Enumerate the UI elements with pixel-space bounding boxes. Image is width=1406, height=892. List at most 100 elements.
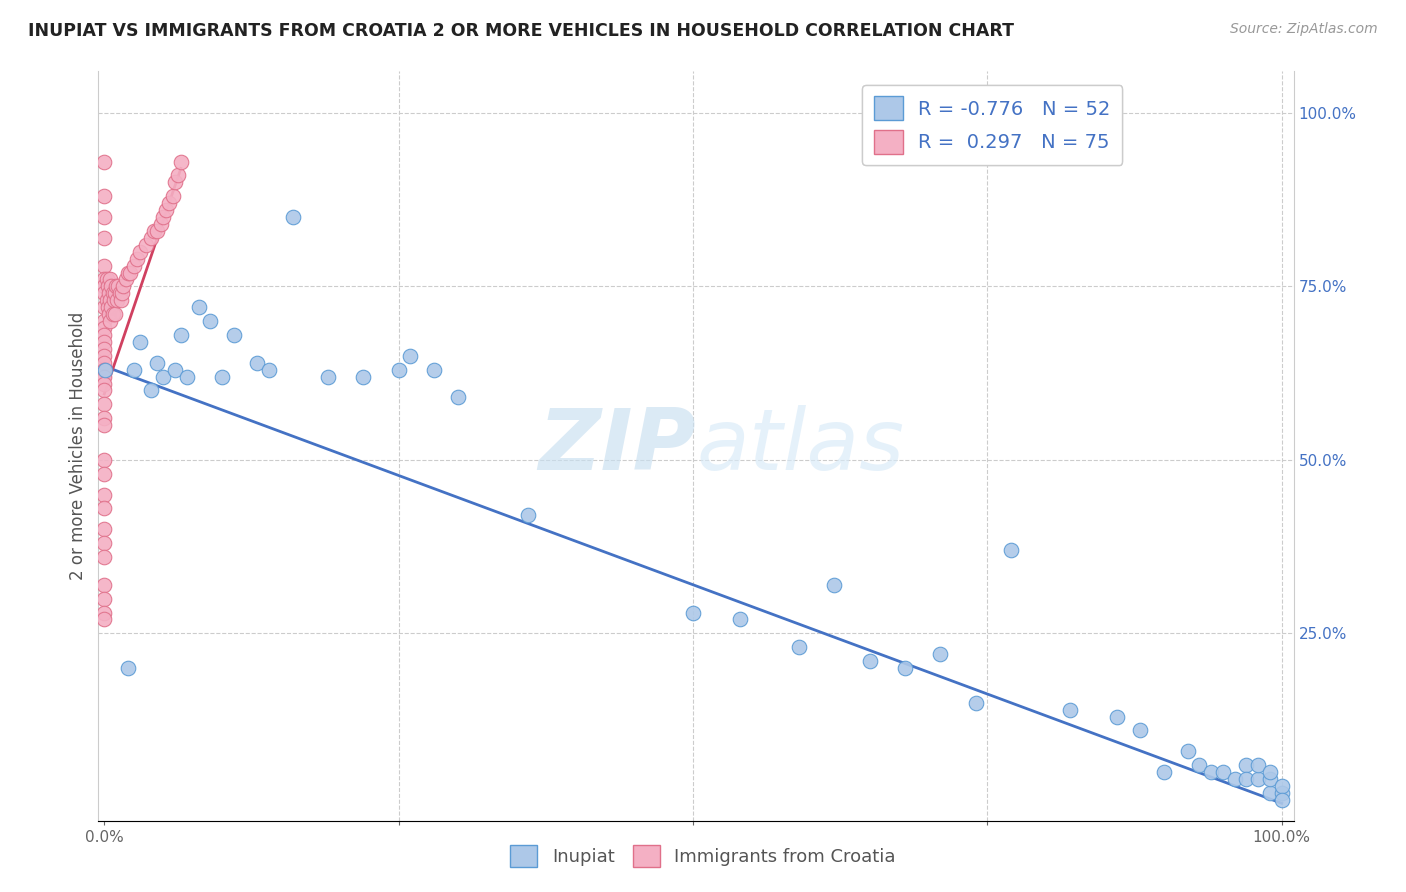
- Point: [141, 231, 163, 245]
- Point: [155, 203, 177, 218]
- Point: [93, 334, 115, 349]
- Point: [211, 369, 233, 384]
- Point: [787, 640, 810, 655]
- Point: [146, 224, 169, 238]
- Point: [93, 549, 115, 564]
- Point: [120, 266, 142, 280]
- Point: [1177, 744, 1199, 758]
- Point: [93, 356, 115, 370]
- Point: [187, 300, 209, 314]
- Point: [105, 293, 128, 308]
- Point: [423, 362, 446, 376]
- Point: [93, 522, 115, 536]
- Text: atlas: atlas: [696, 404, 904, 488]
- Point: [97, 279, 120, 293]
- Point: [93, 376, 115, 391]
- Point: [110, 293, 132, 308]
- Point: [128, 244, 150, 259]
- Point: [93, 259, 115, 273]
- Point: [93, 606, 115, 620]
- Point: [98, 293, 121, 308]
- Point: [98, 286, 121, 301]
- Point: [1212, 765, 1234, 780]
- Point: [98, 314, 121, 328]
- Point: [281, 210, 304, 224]
- Point: [93, 286, 115, 301]
- Point: [1258, 772, 1281, 786]
- Point: [93, 300, 115, 314]
- Point: [93, 342, 115, 356]
- Point: [93, 487, 115, 501]
- Point: [728, 612, 751, 626]
- Point: [93, 384, 115, 398]
- Point: [93, 578, 115, 592]
- Point: [97, 300, 120, 314]
- Point: [104, 286, 127, 301]
- Point: [111, 286, 134, 301]
- Text: ZIP: ZIP: [538, 404, 696, 488]
- Point: [200, 314, 222, 328]
- Point: [167, 169, 190, 183]
- Point: [965, 696, 987, 710]
- Point: [93, 591, 115, 606]
- Point: [100, 279, 122, 293]
- Point: [93, 210, 115, 224]
- Text: Source: ZipAtlas.com: Source: ZipAtlas.com: [1230, 22, 1378, 37]
- Point: [93, 612, 115, 626]
- Point: [682, 606, 704, 620]
- Point: [859, 654, 882, 668]
- Point: [93, 501, 115, 516]
- Point: [1258, 786, 1281, 800]
- Point: [101, 307, 124, 321]
- Point: [141, 384, 163, 398]
- Point: [388, 362, 411, 376]
- Point: [399, 349, 422, 363]
- Legend: Inupiat, Immigrants from Croatia: Inupiat, Immigrants from Croatia: [503, 838, 903, 874]
- Point: [93, 154, 115, 169]
- Point: [823, 578, 845, 592]
- Y-axis label: 2 or more Vehicles in Household: 2 or more Vehicles in Household: [69, 312, 87, 580]
- Point: [1223, 772, 1246, 786]
- Point: [163, 362, 186, 376]
- Point: [1129, 723, 1152, 738]
- Point: [122, 259, 145, 273]
- Point: [93, 349, 115, 363]
- Point: [93, 369, 115, 384]
- Point: [108, 286, 131, 301]
- Point: [1236, 758, 1258, 772]
- Point: [1247, 772, 1270, 786]
- Point: [103, 293, 125, 308]
- Point: [93, 467, 115, 481]
- Point: [134, 237, 156, 252]
- Point: [127, 252, 149, 266]
- Point: [1271, 786, 1294, 800]
- Point: [98, 307, 121, 321]
- Point: [93, 536, 115, 550]
- Point: [101, 286, 124, 301]
- Point: [93, 418, 115, 433]
- Point: [93, 272, 115, 286]
- Point: [170, 328, 193, 343]
- Point: [517, 508, 540, 523]
- Point: [446, 391, 468, 405]
- Point: [1271, 779, 1294, 793]
- Point: [1000, 543, 1022, 558]
- Point: [96, 272, 118, 286]
- Point: [149, 217, 172, 231]
- Point: [1247, 758, 1270, 772]
- Point: [94, 362, 117, 376]
- Point: [894, 661, 917, 675]
- Point: [114, 272, 136, 286]
- Point: [93, 411, 115, 425]
- Point: [93, 328, 115, 343]
- Legend: R = -0.776   N = 52, R =  0.297   N = 75: R = -0.776 N = 52, R = 0.297 N = 75: [862, 85, 1122, 165]
- Point: [93, 362, 115, 376]
- Point: [1271, 793, 1294, 807]
- Point: [128, 334, 150, 349]
- Text: INUPIAT VS IMMIGRANTS FROM CROATIA 2 OR MORE VEHICLES IN HOUSEHOLD CORRELATION C: INUPIAT VS IMMIGRANTS FROM CROATIA 2 OR …: [28, 22, 1014, 40]
- Point: [96, 293, 118, 308]
- Point: [112, 279, 135, 293]
- Point: [142, 224, 165, 238]
- Point: [246, 356, 269, 370]
- Point: [117, 266, 139, 280]
